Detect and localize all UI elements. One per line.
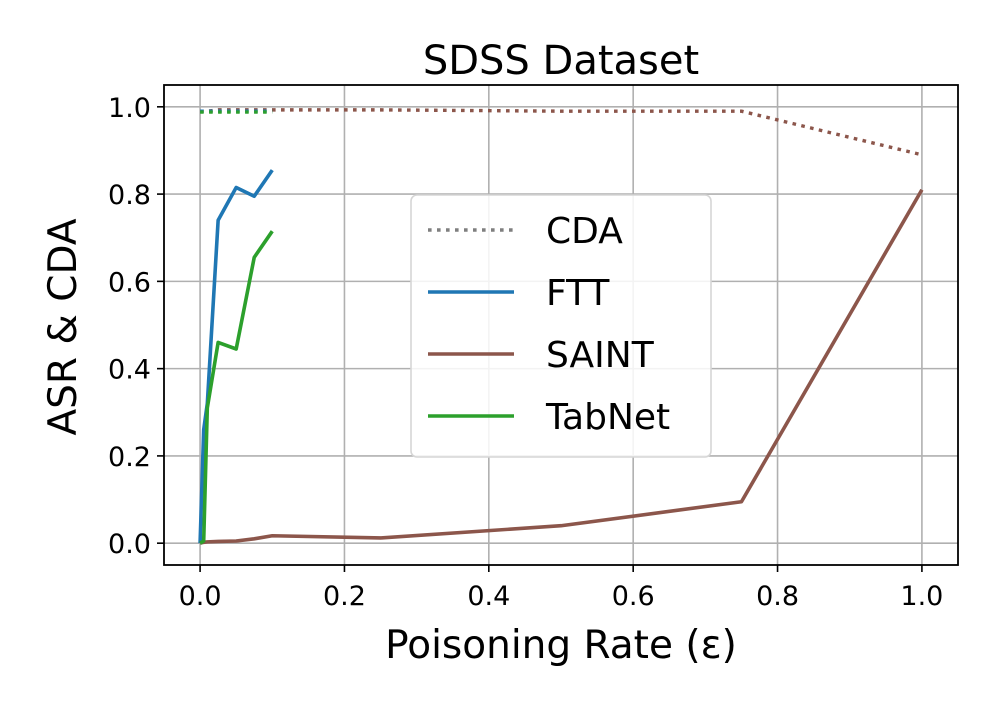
ftt-line	[198, 169, 274, 544]
series-layer	[198, 108, 924, 545]
legend-label-saint: SAINT	[546, 335, 655, 376]
plot-frame	[163, 84, 959, 566]
y-tick-label: 0.6	[108, 267, 151, 298]
x-tick-label: 0.6	[612, 581, 655, 612]
x-tick-label: 1.0	[900, 581, 943, 612]
x-tick-label: 0.0	[179, 581, 222, 612]
x-tick-label: 0.4	[467, 581, 510, 612]
x-tick-label: 0.2	[323, 581, 366, 612]
chart-title: SDSS Dataset	[423, 38, 699, 84]
y-tick-label: 1.0	[108, 93, 151, 124]
x-axis-title: Poisoning Rate (ε)	[385, 623, 737, 668]
y-tick-label: 0.0	[108, 529, 151, 560]
y-tick-label: 0.2	[108, 442, 151, 473]
y-tick-label: 0.4	[108, 355, 151, 386]
legend: CDA FTT SAINT TabNet	[410, 194, 712, 458]
ticks: 0.0 0.2 0.4 0.6 0.8 1.0 0.0 0.2 0.4 0.6 0.8 1.0	[108, 93, 943, 612]
legend-label-tabnet: TabNet	[545, 397, 670, 438]
tabnet-line	[199, 230, 274, 545]
legend-label-ftt: FTT	[546, 273, 610, 314]
y-axis-title: ASR & CDA	[41, 218, 86, 435]
saint-line	[199, 188, 924, 545]
y-tick-label: 0.8	[108, 180, 151, 211]
x-tick-label: 0.8	[756, 581, 799, 612]
legend-box	[410, 194, 712, 458]
legend-label-cda: CDA	[546, 211, 623, 252]
